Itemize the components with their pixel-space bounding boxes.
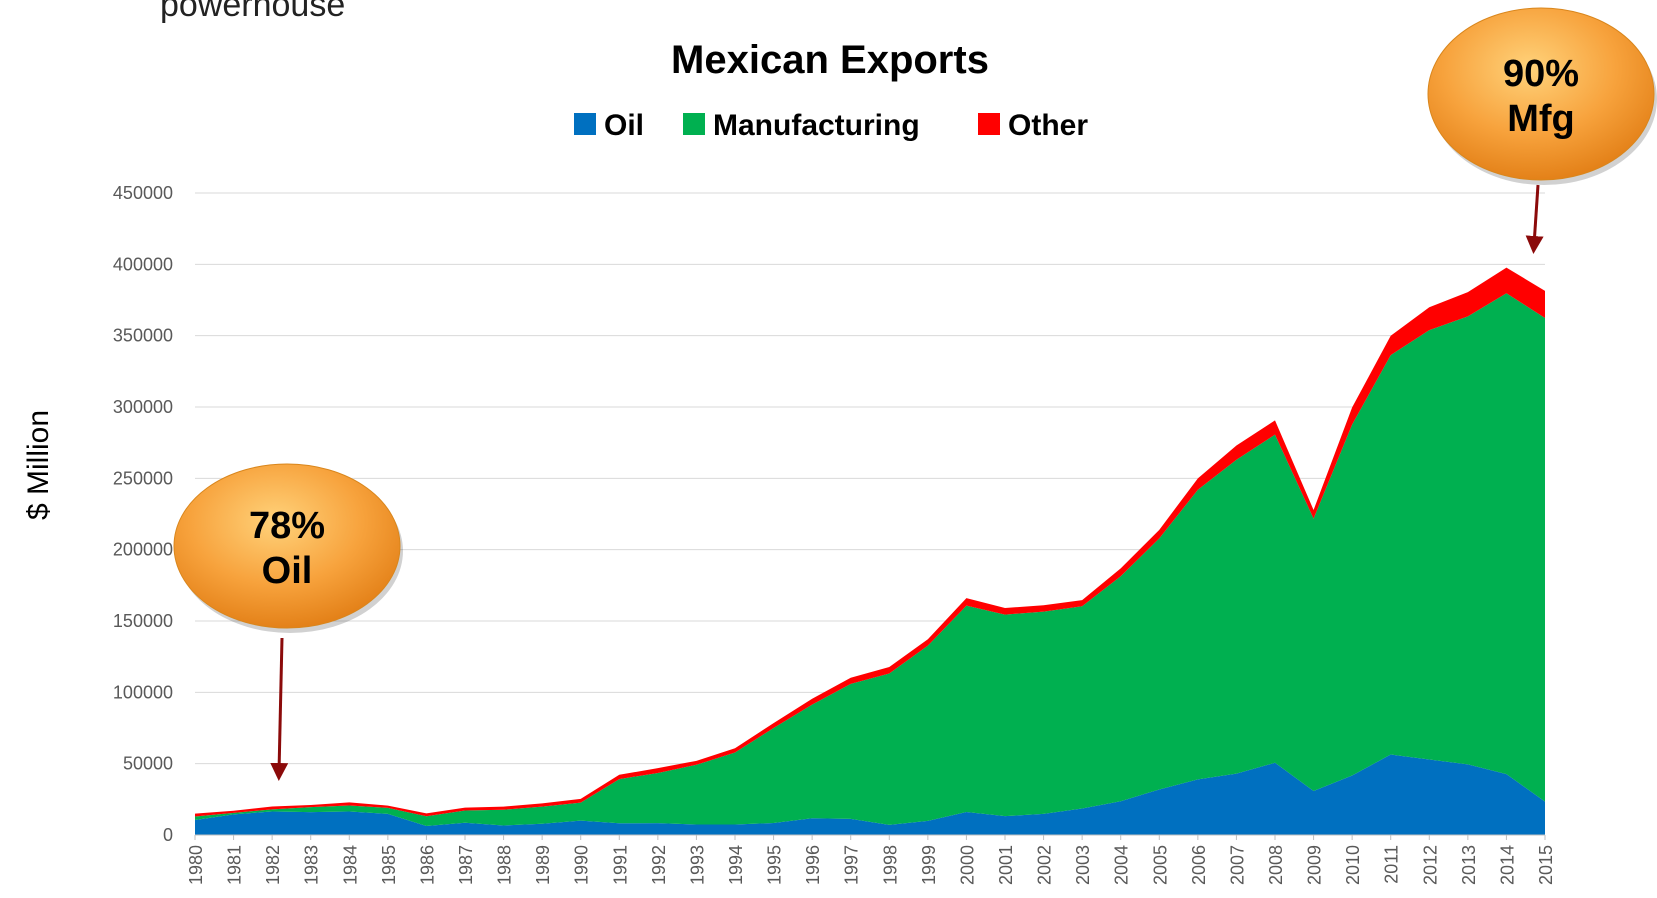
x-tick-1996: 1996 <box>803 845 823 885</box>
top-caption: powerhouse <box>160 0 346 24</box>
x-tick-1990: 1990 <box>572 845 592 885</box>
y-tick-350000: 350000 <box>113 326 173 346</box>
x-tick-2002: 2002 <box>1035 845 1055 885</box>
x-tick-1992: 1992 <box>649 845 669 885</box>
x-tick-1995: 1995 <box>765 845 785 885</box>
y-tick-250000: 250000 <box>113 468 173 488</box>
legend: Oil Manufacturing Other <box>574 109 1088 142</box>
x-tick-1999: 1999 <box>919 845 939 885</box>
x-tick-1989: 1989 <box>533 845 553 885</box>
annotation-text-1982-line2: Oil <box>262 550 313 592</box>
x-tick-2005: 2005 <box>1150 845 1170 885</box>
x-tick-1997: 1997 <box>842 845 862 885</box>
x-tick-1987: 1987 <box>456 845 476 885</box>
x-tick-1993: 1993 <box>687 845 707 885</box>
legend-label-manufacturing: Manufacturing <box>713 109 920 142</box>
annotation-text-2014-line1: 90% <box>1503 53 1579 95</box>
x-tick-2010: 2010 <box>1343 845 1363 885</box>
legend-label-other: Other <box>1008 109 1088 142</box>
x-tick-1983: 1983 <box>302 845 322 885</box>
annotation-text-2014-line2: Mfg <box>1507 98 1575 140</box>
annotation-text-1982-line1: 78% <box>249 505 325 547</box>
legend-swatch-other <box>978 113 1000 135</box>
x-tick-2015: 2015 <box>1536 845 1556 885</box>
x-tick-2013: 2013 <box>1459 845 1479 885</box>
chart-title: Mexican Exports <box>671 38 989 82</box>
y-tick-50000: 50000 <box>123 754 173 774</box>
x-tick-2007: 2007 <box>1227 845 1247 885</box>
annotation-arrow-1982 <box>270 637 289 781</box>
area-oil <box>195 754 1545 835</box>
x-tick-2004: 2004 <box>1112 845 1132 885</box>
x-tick-2011: 2011 <box>1382 845 1402 884</box>
x-tick-2000: 2000 <box>957 845 977 885</box>
y-tick-300000: 300000 <box>113 397 173 417</box>
x-tick-1980: 1980 <box>186 845 206 885</box>
x-tick-1981: 1981 <box>225 845 245 885</box>
legend-swatch-manufacturing <box>683 113 705 135</box>
x-tick-2012: 2012 <box>1420 845 1440 885</box>
x-tick-1982: 1982 <box>263 845 283 885</box>
stacked-areas <box>195 267 1545 836</box>
y-tick-400000: 400000 <box>113 254 173 274</box>
x-tick-2014: 2014 <box>1497 845 1517 885</box>
x-tick-1986: 1986 <box>417 845 437 885</box>
area-manufacturing <box>195 293 1545 827</box>
y-tick-150000: 150000 <box>113 611 173 631</box>
y-axis-ticks: 0 50000 100000 150000 200000 250000 300000 3500… <box>113 183 173 845</box>
area-other <box>195 267 1545 817</box>
legend-label-oil: Oil <box>604 109 644 142</box>
annotation-bubble-2014 <box>1427 7 1655 181</box>
x-tick-1991: 1991 <box>610 845 630 885</box>
legend-swatch-oil <box>574 113 596 135</box>
x-tick-1994: 1994 <box>726 845 746 885</box>
y-axis-label: $ Million <box>22 410 55 520</box>
annotation-bubble-1982 <box>173 463 401 629</box>
x-tick-2008: 2008 <box>1266 845 1286 885</box>
x-tick-1984: 1984 <box>340 845 360 885</box>
x-axis-ticks: 1980 1981 1982 1983 1984 1985 1986 1987 1988 1989… <box>186 835 1556 885</box>
x-tick-1998: 1998 <box>880 845 900 885</box>
x-tick-1985: 1985 <box>379 845 399 885</box>
x-tick-2001: 2001 <box>996 845 1016 885</box>
x-tick-1988: 1988 <box>495 845 515 885</box>
x-tick-2006: 2006 <box>1189 845 1209 885</box>
y-tick-100000: 100000 <box>113 682 173 702</box>
y-tick-0: 0 <box>163 825 173 845</box>
x-tick-2003: 2003 <box>1073 845 1093 885</box>
y-tick-450000: 450000 <box>113 183 173 203</box>
y-tick-200000: 200000 <box>113 540 173 560</box>
x-tick-2009: 2009 <box>1305 845 1325 885</box>
annotation-arrow-2014 <box>1525 184 1544 254</box>
